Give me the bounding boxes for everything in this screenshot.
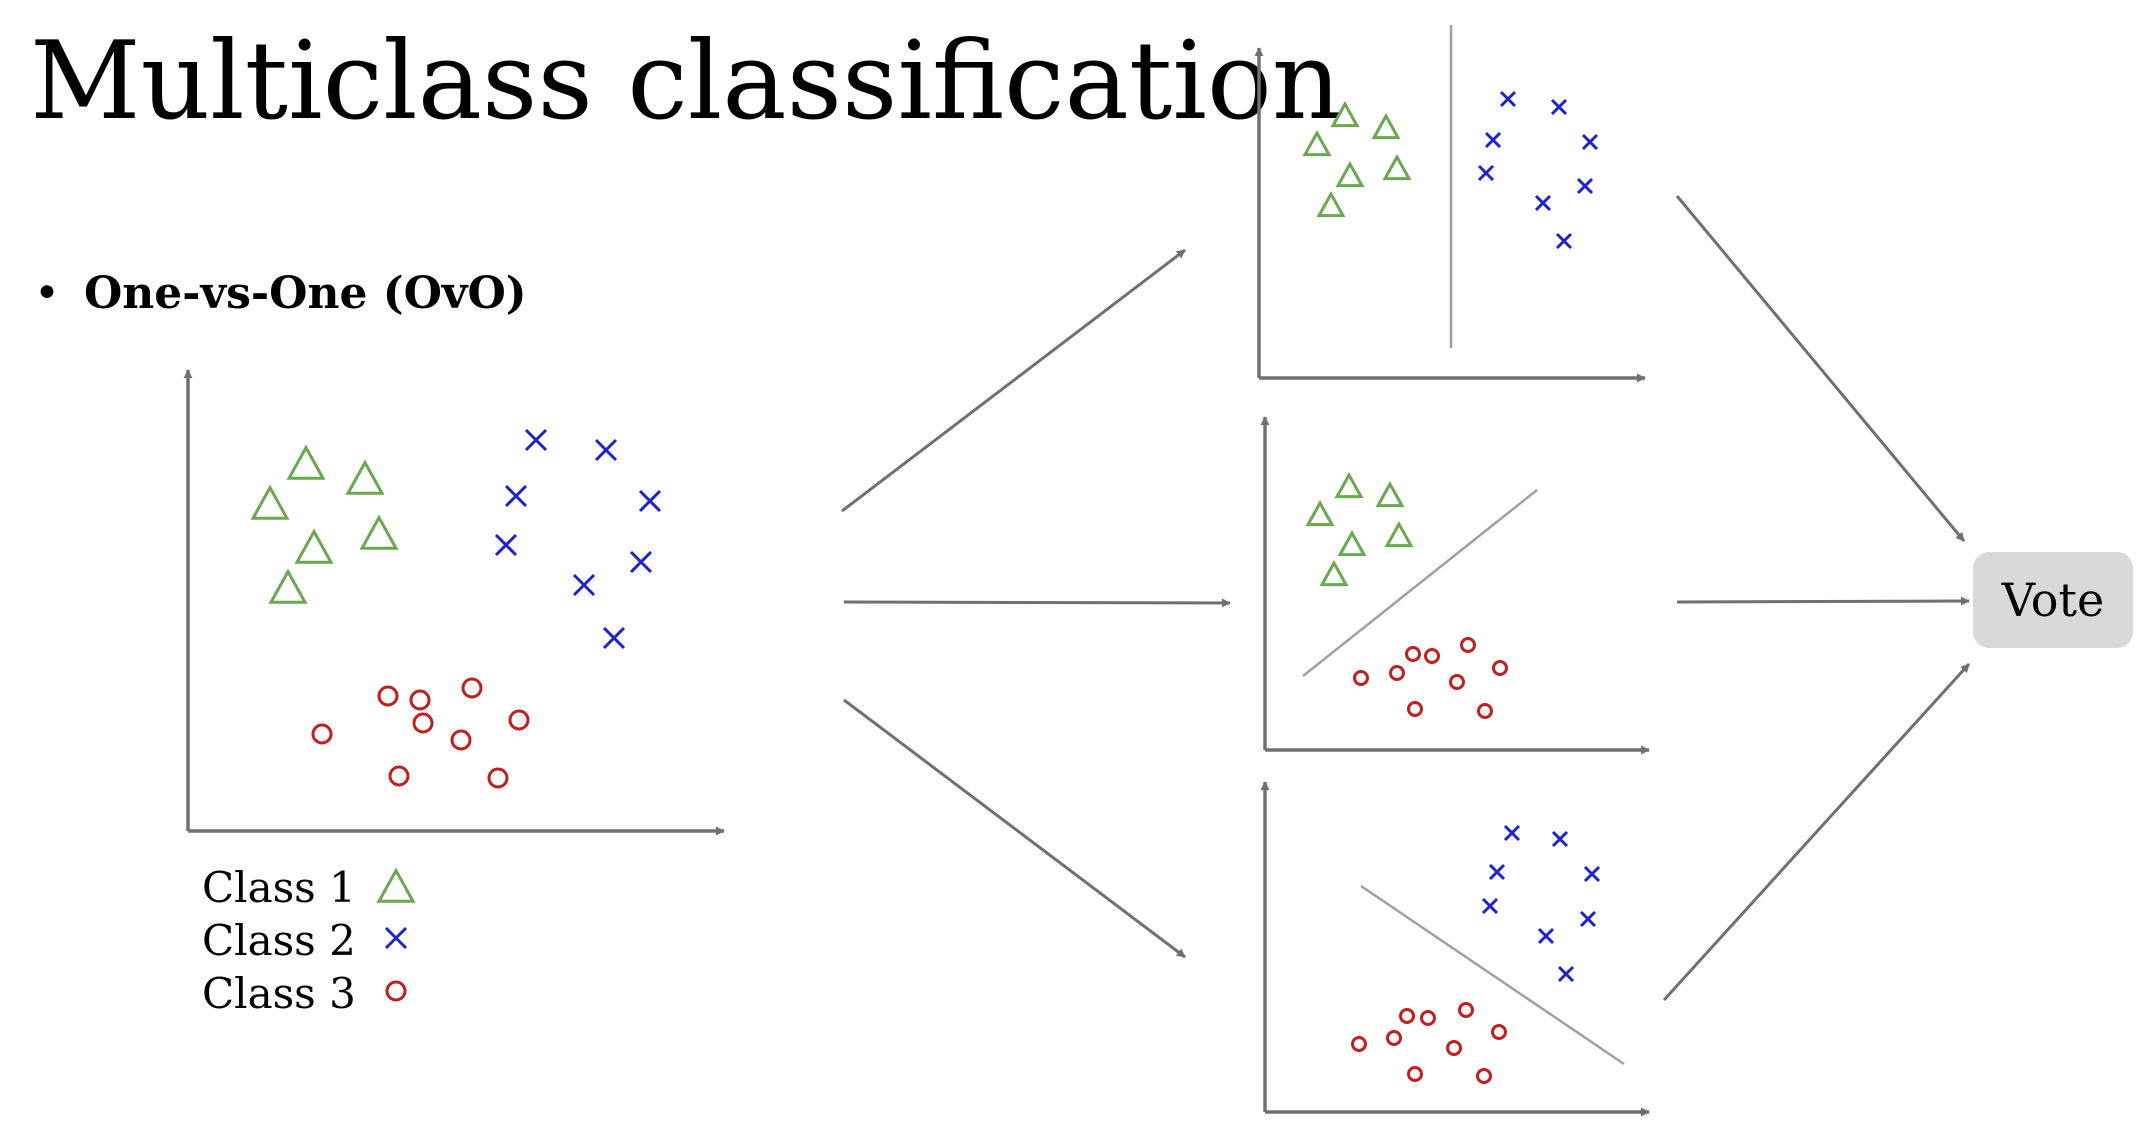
class-2-point: [1555, 232, 1573, 250]
class-1-point: [1316, 190, 1346, 218]
class-1-point: [1371, 112, 1401, 140]
flow-arrows: [841, 195, 1971, 1002]
class-3-point: [1449, 674, 1465, 690]
class-2-point: [1477, 164, 1495, 182]
legend-label-class-2: Class 2: [202, 916, 356, 965]
class-2-point: [1551, 830, 1569, 848]
class-3-point: [1492, 660, 1508, 676]
class-1-point: [1330, 100, 1360, 128]
bullet-item: • One-vs-One (OvO): [34, 268, 527, 319]
class-1-point: [1337, 529, 1367, 557]
class-1-point: [1335, 160, 1365, 188]
class-3-point: [1407, 701, 1423, 717]
vote-box: Vote: [1973, 552, 2133, 648]
class-2-point: [1557, 965, 1575, 983]
class-3-point: [1351, 1036, 1367, 1052]
class-3-point: [461, 677, 483, 699]
class-2-point: [1499, 90, 1517, 108]
class-1-point: [359, 514, 399, 550]
class-1-point: [1334, 471, 1364, 499]
class-1-point: [1302, 129, 1332, 157]
class-1-point: [1305, 499, 1335, 527]
legend: Class 1 Class 2 Class 3: [202, 863, 416, 1018]
class-1-point: [1375, 480, 1405, 508]
bullet-text: One-vs-One (OvO): [83, 268, 527, 319]
arrow-to-class2-vs-class3: [843, 698, 1186, 959]
class-1-point: [250, 484, 290, 520]
bullet-dot: •: [34, 268, 60, 319]
class-2-point: [572, 573, 596, 597]
class-3-point: [1477, 703, 1493, 719]
class-2-point: [1484, 131, 1502, 149]
class-3-point: [1460, 637, 1476, 653]
class-1-point: [345, 459, 385, 495]
class-2-point: [594, 438, 618, 462]
class-2-point: [1488, 863, 1506, 881]
arrow-to-class1-vs-class2: [841, 248, 1186, 513]
class-3-point: [311, 723, 333, 745]
class-3-point: [1476, 1068, 1492, 1084]
class-3-point: [1389, 665, 1405, 681]
class-3-point: [1353, 670, 1369, 686]
class-1-point: [1382, 153, 1412, 181]
class-3-point: [409, 689, 431, 711]
arrow-to-class1-vs-class3: [843, 598, 1231, 608]
class-3-point: [1386, 1030, 1402, 1046]
class-2-point: [629, 550, 653, 574]
class-3-point: [412, 712, 434, 734]
class-2-point: [494, 533, 518, 557]
class-3-point: [1424, 648, 1440, 664]
class-1-point: [268, 568, 308, 604]
class-3-point: [1420, 1010, 1436, 1026]
class-3-point: [377, 685, 399, 707]
class-2-point: [504, 484, 528, 508]
class-3-point: [487, 767, 509, 789]
class-1-point: [1319, 559, 1349, 587]
vote-box-background: [1973, 552, 2133, 648]
class-3-point: [508, 709, 530, 731]
class-1-point: [1384, 520, 1414, 548]
class-2-point: [524, 428, 548, 452]
class-2-point: [1534, 194, 1552, 212]
arrow-class2-vs-class3-to-vote: [1662, 662, 1971, 1002]
panel-full-data: [183, 369, 725, 836]
arrow-class1-vs-class3-to-vote: [1676, 596, 1970, 606]
class-3-point: [450, 729, 472, 751]
class-2-point: [638, 489, 662, 513]
class-3-point: [388, 765, 410, 787]
slide-title: Multiclass classification: [30, 19, 1342, 144]
vote-label: Vote: [2001, 573, 2104, 627]
class-1-point: [294, 528, 334, 564]
decision-boundary: [1360, 884, 1625, 1066]
legend-label-class-3: Class 3: [202, 969, 356, 1018]
arrow-class1-vs-class2-to-vote: [1675, 195, 1966, 542]
decision-boundary: [1302, 489, 1538, 677]
class-3-point: [1491, 1024, 1507, 1040]
class-3-point: [1399, 1008, 1415, 1024]
legend-label-class-1: Class 1: [202, 863, 356, 912]
class-1-point: [286, 444, 326, 480]
class-1-point: [376, 867, 416, 903]
legend-markers: [376, 867, 416, 1002]
panel-class1-vs-class3: [1260, 416, 1650, 755]
class-2-point: [1583, 865, 1601, 883]
class-3-point: [1407, 1066, 1423, 1082]
class-2-point: [1579, 910, 1597, 928]
class-3-point: [1458, 1002, 1474, 1018]
class-2-point: [1503, 824, 1521, 842]
class-2-point: [1576, 177, 1594, 195]
panel-class1-vs-class2: [1254, 25, 1646, 383]
class-2-point: [602, 626, 626, 650]
class-2-point: [1581, 133, 1599, 151]
class-2-point: [1550, 98, 1568, 116]
class-2-point: [384, 926, 408, 950]
class-3-point: [385, 980, 407, 1002]
class-3-point: [1405, 646, 1421, 662]
class-3-point: [1446, 1040, 1462, 1056]
class-2-point: [1481, 897, 1499, 915]
class-2-point: [1537, 927, 1555, 945]
panel-class2-vs-class3: [1260, 781, 1650, 1117]
